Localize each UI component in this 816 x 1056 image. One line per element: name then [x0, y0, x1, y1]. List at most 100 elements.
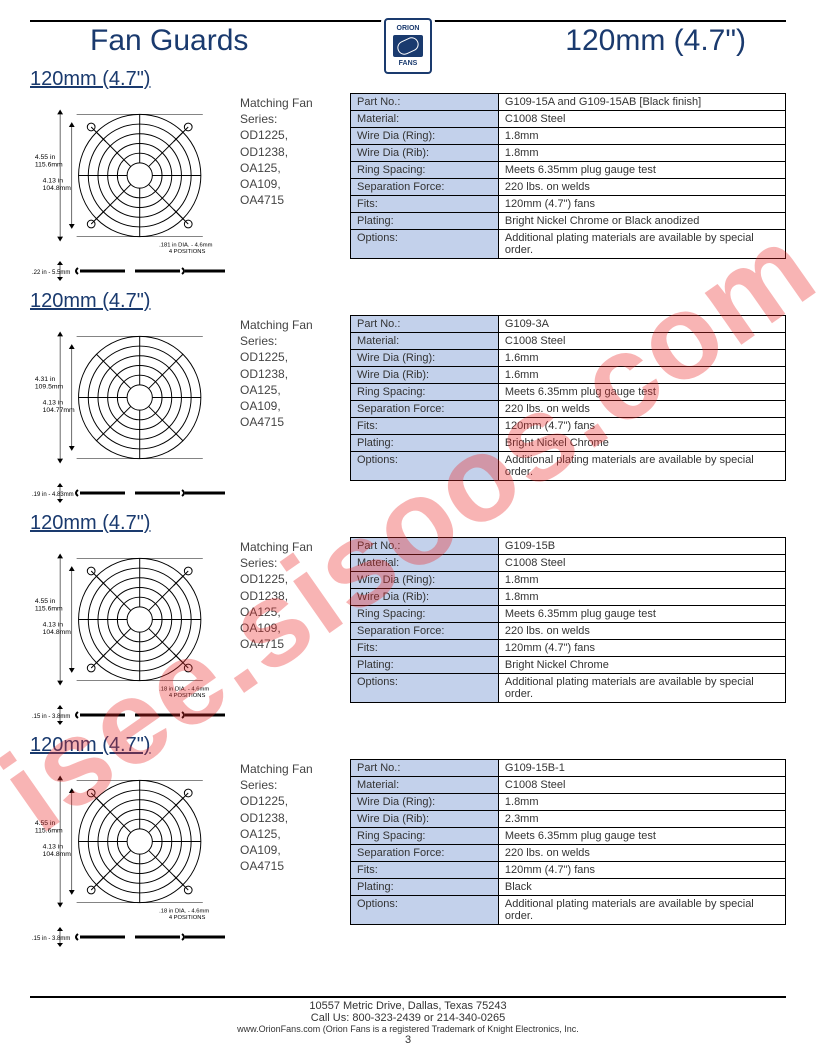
svg-text:104.8mm: 104.8mm [43, 851, 72, 858]
svg-text:.22 in - 5.5mm: .22 in - 5.5mm [32, 270, 70, 276]
svg-text:4 POSITIONS: 4 POSITIONS [169, 693, 206, 699]
spec-value: C1008 Steel [498, 777, 785, 794]
footer-trademark: www.OrionFans.com (Orion Fans is a regis… [30, 1024, 786, 1034]
spec-label: Material: [351, 555, 499, 572]
spec-value: 1.6mm [498, 350, 785, 367]
spec-label: Wire Dia (Rib): [351, 589, 499, 606]
fan-guard-diagram: 4.55 in 115.6mm 4.13 in 104.8mm .18 in D… [30, 537, 230, 702]
page-header: Fan Guards ORION FANS 120mm (4.7") [30, 24, 786, 62]
spec-value: G109-3A [498, 316, 785, 333]
spec-label: Wire Dia (Ring): [351, 794, 499, 811]
series-list: OD1225, OD1238, OA125, OA109, OA4715 [240, 349, 340, 430]
footer-page-number: 3 [30, 1034, 786, 1046]
spec-label: Wire Dia (Ring): [351, 128, 499, 145]
spec-label: Wire Dia (Rib): [351, 367, 499, 384]
matching-series: Matching Fan Series: OD1225, OD1238, OA1… [240, 93, 340, 284]
spec-value: Black [498, 879, 785, 896]
footer-address: 10557 Metric Drive, Dallas, Texas 75243 [30, 1000, 786, 1012]
spec-label: Separation Force: [351, 623, 499, 640]
profile-diagram: .22 in - 5.5mm [30, 258, 230, 284]
spec-value: 2.3mm [498, 811, 785, 828]
spec-value: Additional plating materials are availab… [498, 674, 785, 703]
spec-value: 1.6mm [498, 367, 785, 384]
series-list: OD1225, OD1238, OA125, OA109, OA4715 [240, 793, 340, 874]
svg-text:4 POSITIONS: 4 POSITIONS [169, 249, 206, 255]
spec-label: Material: [351, 333, 499, 350]
spec-value: Bright Nickel Chrome or Black anodized [498, 213, 785, 230]
spec-value: Bright Nickel Chrome [498, 657, 785, 674]
spec-value: 120mm (4.7") fans [498, 862, 785, 879]
svg-text:.18 in DIA. - 4.6mm: .18 in DIA. - 4.6mm [159, 686, 209, 692]
spec-label: Plating: [351, 213, 499, 230]
spec-table: Part No.:G109-3A Material:C1008 Steel Wi… [350, 315, 786, 481]
spec-value: Meets 6.35mm plug gauge test [498, 384, 785, 401]
spec-value: Bright Nickel Chrome [498, 435, 785, 452]
page-footer: 10557 Metric Drive, Dallas, Texas 75243 … [30, 996, 786, 1046]
profile-diagram: .15 in - 3.8mm [30, 924, 230, 950]
spec-label: Part No.: [351, 94, 499, 111]
section-title: 120mm (4.7") [30, 512, 786, 535]
spec-value: G109-15B [498, 538, 785, 555]
spec-value: 1.8mm [498, 794, 785, 811]
spec-label: Fits: [351, 640, 499, 657]
section-title: 120mm (4.7") [30, 290, 786, 313]
spec-label: Plating: [351, 435, 499, 452]
spec-value: C1008 Steel [498, 555, 785, 572]
svg-text:.15 in - 3.8mm: .15 in - 3.8mm [32, 936, 70, 942]
spec-label: Material: [351, 111, 499, 128]
spec-value: C1008 Steel [498, 333, 785, 350]
spec-label: Wire Dia (Rib): [351, 145, 499, 162]
spec-label: Plating: [351, 879, 499, 896]
footer-phone: Call Us: 800-323-2439 or 214-340-0265 [30, 1012, 786, 1024]
svg-text:104.77mm: 104.77mm [43, 407, 75, 414]
spec-label: Wire Dia (Ring): [351, 350, 499, 367]
series-heading: Matching Fan Series: [240, 761, 340, 793]
section-title: 120mm (4.7") [30, 734, 786, 757]
spec-label: Separation Force: [351, 401, 499, 418]
spec-value: 220 lbs. on welds [498, 179, 785, 196]
fan-guard-diagram: 4.55 in 115.6mm 4.13 in 104.8mm .18 in D… [30, 759, 230, 924]
spec-label: Ring Spacing: [351, 384, 499, 401]
spec-label: Fits: [351, 418, 499, 435]
spec-table: Part No.:G109-15B Material:C1008 Steel W… [350, 537, 786, 703]
fan-guard-diagram: 4.55 in 115.6mm 4.13 in 104.8mm .181 in … [30, 93, 230, 258]
spec-value: C1008 Steel [498, 111, 785, 128]
svg-text:4.13 in: 4.13 in [43, 621, 64, 628]
spec-value: Meets 6.35mm plug gauge test [498, 606, 785, 623]
fan-guard-diagram: 4.31 in 109.5mm 4.13 in 104.77mm [30, 315, 230, 480]
spec-label: Material: [351, 777, 499, 794]
svg-text:4 POSITIONS: 4 POSITIONS [169, 915, 206, 921]
spec-value: 220 lbs. on welds [498, 401, 785, 418]
spec-value: Additional plating materials are availab… [498, 230, 785, 259]
svg-text:.19 in - 4.83mm: .19 in - 4.83mm [32, 492, 74, 498]
spec-value: Additional plating materials are availab… [498, 896, 785, 925]
matching-series: Matching Fan Series: OD1225, OD1238, OA1… [240, 537, 340, 728]
spec-value: Meets 6.35mm plug gauge test [498, 828, 785, 845]
spec-label: Ring Spacing: [351, 828, 499, 845]
profile-diagram: .19 in - 4.83mm [30, 480, 230, 506]
svg-text:115.6mm: 115.6mm [35, 162, 63, 169]
series-heading: Matching Fan Series: [240, 317, 340, 349]
svg-text:104.8mm: 104.8mm [43, 629, 72, 636]
series-list: OD1225, OD1238, OA125, OA109, OA4715 [240, 127, 340, 208]
product-row: 4.55 in 115.6mm 4.13 in 104.8mm .18 in D… [30, 759, 786, 950]
product-row: 4.55 in 115.6mm 4.13 in 104.8mm .181 in … [30, 93, 786, 284]
spec-value: 120mm (4.7") fans [498, 418, 785, 435]
header-left-title: Fan Guards [90, 24, 248, 58]
spec-label: Wire Dia (Ring): [351, 572, 499, 589]
spec-value: G109-15A and G109-15AB [Black finish] [498, 94, 785, 111]
brand-logo: ORION FANS [384, 18, 432, 74]
spec-value: 1.8mm [498, 572, 785, 589]
svg-text:4.55 in: 4.55 in [35, 154, 56, 161]
spec-value: Meets 6.35mm plug gauge test [498, 162, 785, 179]
spec-value: Additional plating materials are availab… [498, 452, 785, 481]
spec-value: 220 lbs. on welds [498, 623, 785, 640]
spec-label: Options: [351, 452, 499, 481]
svg-text:.18 in DIA. - 4.6mm: .18 in DIA. - 4.6mm [159, 908, 209, 914]
svg-text:4.13 in: 4.13 in [43, 399, 64, 406]
spec-value: 220 lbs. on welds [498, 845, 785, 862]
svg-text:4.31 in: 4.31 in [35, 376, 56, 383]
spec-label: Options: [351, 230, 499, 259]
logo-bottom-text: FANS [399, 60, 418, 67]
spec-label: Fits: [351, 196, 499, 213]
